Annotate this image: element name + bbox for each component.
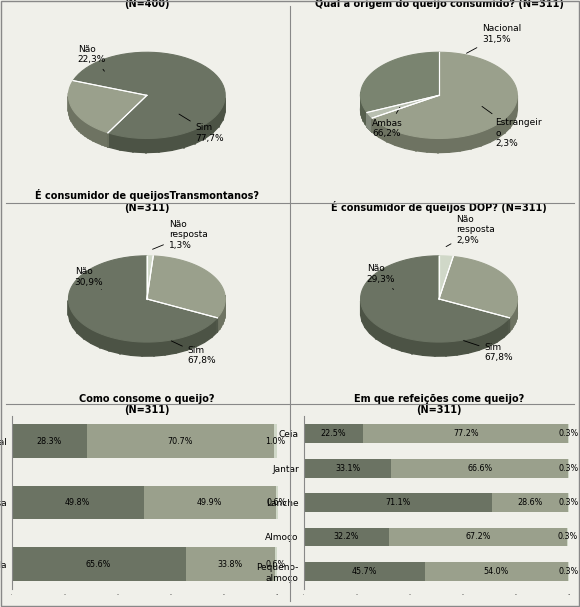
- Bar: [304, 458, 392, 478]
- Text: 54.0%: 54.0%: [484, 567, 509, 576]
- Text: Sim
67,8%: Sim 67,8%: [171, 341, 216, 365]
- Text: 22.5%: 22.5%: [321, 429, 346, 438]
- Bar: [304, 527, 389, 546]
- Polygon shape: [361, 301, 509, 356]
- Bar: [392, 458, 568, 478]
- Text: 0.6%: 0.6%: [267, 498, 287, 507]
- Text: 45.7%: 45.7%: [351, 567, 377, 576]
- Polygon shape: [361, 92, 367, 127]
- Bar: [567, 527, 568, 546]
- Bar: [304, 562, 425, 581]
- Text: Não
30,9%: Não 30,9%: [75, 267, 103, 290]
- Title: É consumidor de queijo?
(N=400): É consumidor de queijo? (N=400): [79, 0, 214, 9]
- Polygon shape: [147, 256, 225, 318]
- Polygon shape: [68, 256, 218, 342]
- Polygon shape: [361, 52, 439, 112]
- Polygon shape: [108, 98, 225, 152]
- Bar: [364, 424, 568, 443]
- Polygon shape: [372, 52, 517, 138]
- Bar: [425, 562, 568, 581]
- Text: 0.3%: 0.3%: [557, 532, 578, 541]
- Polygon shape: [68, 301, 218, 356]
- Text: 1.0%: 1.0%: [265, 436, 285, 446]
- Text: 65.6%: 65.6%: [86, 560, 111, 569]
- Bar: [86, 424, 274, 458]
- Polygon shape: [73, 52, 225, 138]
- Polygon shape: [218, 296, 225, 332]
- Polygon shape: [68, 81, 147, 133]
- Bar: [12, 486, 144, 520]
- Title: Qual a origem do queijo consumido? (N=311): Qual a origem do queijo consumido? (N=31…: [314, 0, 563, 9]
- Text: 71.1%: 71.1%: [385, 498, 411, 507]
- Text: 32.2%: 32.2%: [334, 532, 359, 541]
- Bar: [186, 547, 275, 581]
- Bar: [12, 424, 86, 458]
- Text: Ambas
66,2%: Ambas 66,2%: [372, 107, 403, 138]
- Text: 66.6%: 66.6%: [467, 464, 492, 473]
- Text: 33.1%: 33.1%: [335, 464, 360, 473]
- Text: 0.3%: 0.3%: [559, 567, 579, 576]
- Title: Como consome o queijo?
(N=311): Como consome o queijo? (N=311): [79, 394, 215, 415]
- Bar: [275, 547, 277, 581]
- Polygon shape: [68, 93, 108, 147]
- Text: Nacional
31,5%: Nacional 31,5%: [466, 24, 521, 53]
- Bar: [568, 424, 569, 443]
- Bar: [304, 493, 492, 512]
- Polygon shape: [361, 256, 509, 342]
- Text: 0.3%: 0.3%: [559, 429, 579, 438]
- Text: 67.2%: 67.2%: [466, 532, 491, 541]
- Text: 49.8%: 49.8%: [65, 498, 90, 507]
- Text: 77.2%: 77.2%: [453, 429, 478, 438]
- Text: Não
29,3%: Não 29,3%: [367, 264, 396, 290]
- Bar: [274, 424, 277, 458]
- Text: Não
resposta
2,9%: Não resposta 2,9%: [446, 215, 495, 246]
- Bar: [276, 486, 278, 520]
- Bar: [568, 458, 569, 478]
- Text: 0.6%: 0.6%: [266, 560, 286, 569]
- Bar: [12, 547, 186, 581]
- Text: 33.8%: 33.8%: [218, 560, 243, 569]
- Polygon shape: [372, 96, 517, 152]
- Polygon shape: [367, 112, 372, 132]
- Text: 0.3%: 0.3%: [559, 464, 579, 473]
- Bar: [568, 562, 569, 581]
- Bar: [304, 424, 364, 443]
- Bar: [389, 527, 567, 546]
- Text: Estrangeir
o
2,3%: Estrangeir o 2,3%: [482, 106, 542, 148]
- Bar: [492, 493, 568, 512]
- Polygon shape: [439, 257, 517, 318]
- Title: É consumidor de queijos DOP? (N=311): É consumidor de queijos DOP? (N=311): [331, 201, 547, 212]
- Text: 70.7%: 70.7%: [168, 436, 193, 446]
- Text: 28.3%: 28.3%: [37, 436, 62, 446]
- Bar: [568, 493, 569, 512]
- Text: 28.6%: 28.6%: [517, 498, 543, 507]
- Title: Em que refeições come queijo?
(N=311): Em que refeições come queijo? (N=311): [354, 394, 524, 415]
- Text: Não
22,3%: Não 22,3%: [78, 45, 106, 71]
- Polygon shape: [439, 256, 453, 299]
- Text: 0.3%: 0.3%: [559, 498, 579, 507]
- Polygon shape: [509, 297, 517, 332]
- Bar: [144, 486, 276, 520]
- Text: 49.9%: 49.9%: [197, 498, 223, 507]
- Text: Sim
77,7%: Sim 77,7%: [179, 114, 224, 143]
- Text: Sim
67,8%: Sim 67,8%: [463, 341, 513, 362]
- Polygon shape: [367, 95, 439, 118]
- Polygon shape: [147, 256, 153, 299]
- Title: É consumidor de queijosTransmontanos?
(N=311): É consumidor de queijosTransmontanos? (N…: [35, 189, 259, 212]
- Text: Não
resposta
1,3%: Não resposta 1,3%: [153, 220, 208, 249]
